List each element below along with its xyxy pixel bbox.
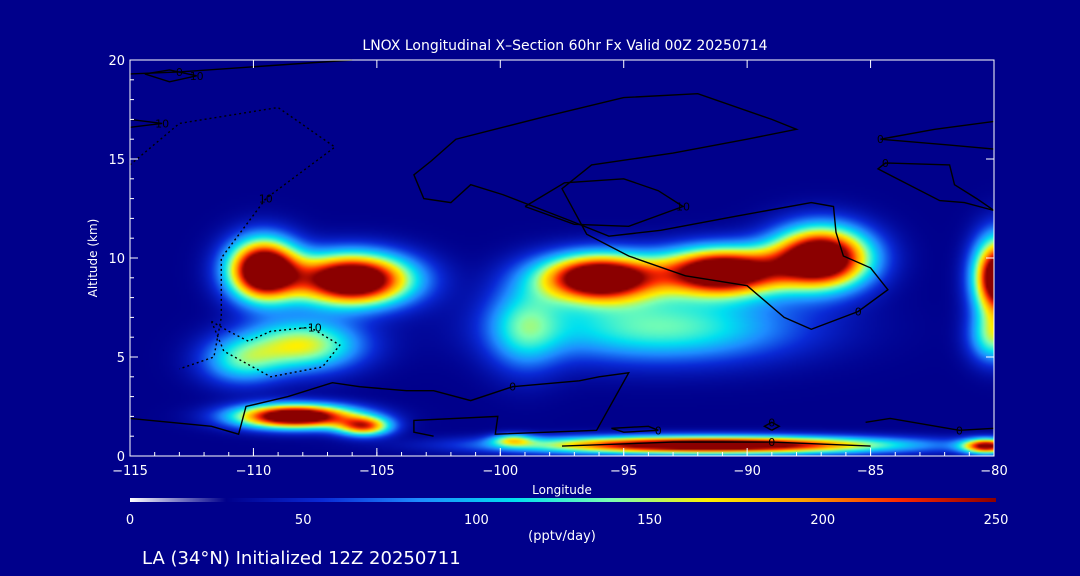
x-axis-label: Longitude — [532, 483, 592, 497]
footer-initialization-text: LA (34°N) Initialized 12Z 20250711 — [142, 548, 461, 569]
y-tick-label: 20 — [108, 54, 125, 69]
contour-label-1: 10 — [190, 70, 204, 83]
colorbar-tick-label: 50 — [295, 513, 312, 528]
contour-label-7: 10 — [676, 201, 690, 214]
colorbar-tick-label: 250 — [984, 513, 1009, 528]
contour-line-3 — [129, 106, 337, 370]
x-tick-label: −95 — [610, 464, 637, 479]
contour-line-11 — [762, 421, 781, 431]
contour-line-4 — [210, 320, 341, 378]
heatmap-field — [130, 60, 994, 456]
x-tick-label: −85 — [857, 464, 884, 479]
x-tick-label: −105 — [359, 464, 395, 479]
colorbar-tick-label: 100 — [464, 513, 489, 528]
contour-line-13 — [561, 441, 871, 447]
contour-line-6 — [413, 92, 889, 331]
contour-line-12 — [611, 425, 659, 433]
contour-label-11: 0 — [768, 416, 775, 429]
contour-line-9 — [876, 162, 995, 212]
contour-label-10: 0 — [956, 424, 963, 437]
colorbar-tick-label: 200 — [810, 513, 835, 528]
colorbar-tick-label: 0 — [126, 513, 134, 528]
y-axis: 0 5 10 15 20 — [108, 54, 994, 465]
contour-label-5: 0 — [509, 381, 516, 394]
x-axis: −115 −110 −105 −100 −95 −90 −85 −80 — [112, 60, 1008, 479]
contour-label-2: 10 — [155, 117, 169, 130]
colorbar-tick-label: 150 — [637, 513, 662, 528]
y-tick-label: 5 — [117, 351, 125, 366]
contour-label-13: 0 — [768, 436, 775, 449]
y-tick-label: 15 — [108, 153, 125, 168]
x-tick-label: −90 — [733, 464, 760, 479]
y-axis-label: Altitude (km) — [86, 219, 100, 298]
contour-label-3: 10 — [259, 193, 273, 206]
contour-line-7 — [524, 178, 685, 228]
contour-label-8: 0 — [877, 133, 884, 146]
contour-label-9: 0 — [882, 157, 889, 170]
contour-line-10 — [865, 417, 995, 432]
y-tick-label: 10 — [108, 252, 125, 267]
colorbar-gradient — [130, 498, 996, 502]
y-tick-label: 0 — [117, 450, 125, 465]
x-tick-label: −80 — [980, 464, 1007, 479]
contour-line-5 — [129, 371, 630, 437]
contour-line-2 — [129, 118, 163, 128]
contour-line-1 — [144, 69, 197, 83]
contour-line-8 — [880, 120, 995, 150]
x-tick-label: −110 — [236, 464, 272, 479]
x-tick-label: −100 — [482, 464, 518, 479]
colorbar-ticks: 0 50 100 150 200 250 — [126, 513, 1009, 528]
colorbar: 0 50 100 150 200 250 (pptv/day) — [126, 498, 1009, 544]
colorbar-label: (pptv/day) — [528, 529, 596, 544]
x-tick-label: −115 — [112, 464, 148, 479]
contour-label-12: 0 — [655, 424, 662, 437]
contour-label-6: 0 — [855, 306, 862, 319]
chart-title: LNOX Longitudinal X–Section 60hr Fx Vali… — [362, 38, 767, 54]
contour-label-4: −10 — [299, 321, 322, 334]
